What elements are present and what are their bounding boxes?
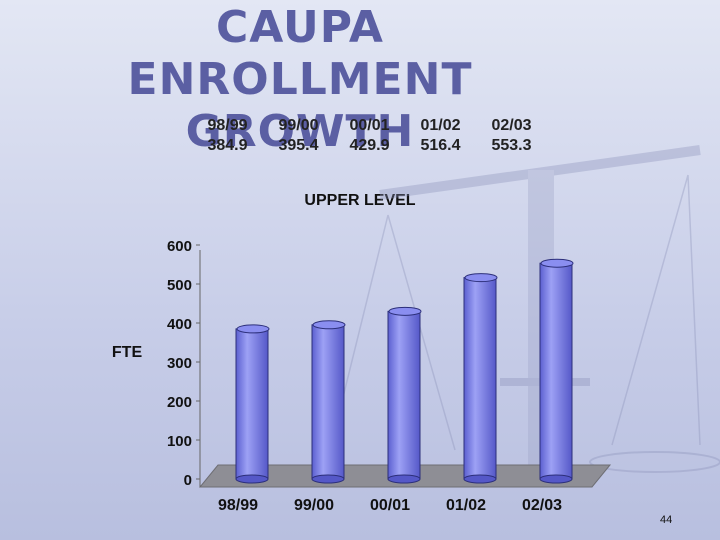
enrollment-table: 98/99 99/00 00/01 01/02 02/03 384.9 395.… (192, 116, 547, 156)
bar-body (463, 277, 497, 480)
table-value-cell: 395.4 (278, 137, 319, 154)
x-axis: 98/99 99/00 00/01 01/02 02/03 (218, 497, 562, 514)
bar-body (311, 324, 345, 480)
table-value-cell: 429.9 (349, 137, 390, 154)
bar-top (236, 324, 270, 334)
bar-00/01 (387, 306, 422, 484)
bar-body (539, 262, 573, 480)
table-header-cell: 99/00 (278, 117, 319, 134)
x-tick-label: 98/99 (218, 497, 258, 514)
bar-body (235, 328, 269, 480)
y-tick-label: 100 (167, 433, 192, 450)
table-header-cell: 01/02 (420, 117, 461, 134)
slide-title: CAUPA ENROLLMENT GROWTH (80, 2, 520, 158)
y-axis-label: FTE (112, 344, 143, 361)
y-tick-label: 500 (167, 277, 192, 294)
y-tick-label: 600 (167, 238, 192, 255)
bar-base (539, 474, 573, 484)
bar-body (387, 310, 421, 480)
table-header-row: 98/99 99/00 00/01 01/02 02/03 (192, 116, 547, 136)
table-header-cell: 00/01 (349, 117, 390, 134)
x-tick-label: 01/02 (446, 497, 486, 514)
table-value-cell: 553.3 (491, 137, 532, 154)
bar-base (235, 474, 269, 484)
table-header-cell: 02/03 (491, 117, 532, 134)
bar-top (540, 258, 574, 268)
bar-base (463, 474, 497, 484)
bar-base (311, 474, 345, 484)
bar-top (464, 273, 498, 283)
bar-top (312, 320, 346, 330)
bar-top (388, 306, 422, 316)
title-line-1: CAUPA ENROLLMENT (127, 2, 473, 105)
y-tick-label: 300 (167, 355, 192, 372)
bar-base (387, 474, 421, 484)
table-value-row: 384.9 395.4 429.9 516.4 553.3 (192, 136, 547, 156)
chart-title: UPPER LEVEL (304, 192, 416, 209)
table-value-cell: 384.9 (207, 137, 248, 154)
table-value-cell: 516.4 (420, 137, 461, 154)
y-tick-label: 0 (184, 472, 192, 489)
y-tick-label: 200 (167, 394, 192, 411)
bar-98/99 (235, 324, 270, 484)
bar-01/02 (463, 273, 498, 484)
y-axis: 0 100 200 300 400 500 600 (167, 238, 200, 489)
x-tick-label: 99/00 (294, 497, 334, 514)
title-line-2: GROWTH (185, 106, 415, 157)
table-header-cell: 98/99 (207, 117, 248, 134)
x-tick-label: 00/01 (370, 497, 410, 514)
x-tick-label: 02/03 (522, 497, 562, 514)
bar-99/00 (311, 320, 346, 484)
bars-group (235, 258, 574, 484)
y-tick-label: 400 (167, 316, 192, 333)
bar-02/03 (539, 258, 574, 484)
page-number: 44 (660, 514, 673, 526)
